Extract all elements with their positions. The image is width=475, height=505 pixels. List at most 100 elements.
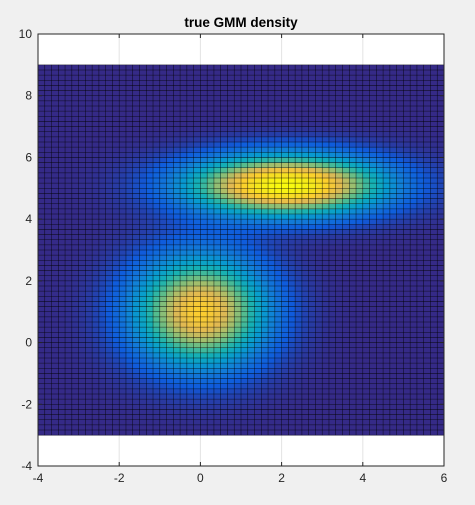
density-cell — [430, 363, 438, 369]
density-cell — [132, 80, 140, 86]
density-cell — [78, 178, 86, 184]
density-cell — [241, 409, 249, 415]
density-cell — [234, 75, 242, 81]
density-cell — [403, 198, 411, 205]
density-cell — [38, 90, 46, 97]
density-cell — [65, 147, 73, 153]
density-cell — [389, 286, 397, 292]
density-cell — [403, 337, 411, 343]
density-cell — [416, 106, 424, 112]
density-cell — [213, 322, 221, 328]
density-cell — [430, 219, 438, 225]
density-cell — [159, 388, 167, 395]
density-cell — [342, 106, 350, 112]
density-cell — [396, 85, 404, 91]
density-cell — [125, 399, 134, 405]
density-cell — [437, 286, 445, 292]
density-cell — [274, 224, 282, 230]
density-cell — [349, 172, 357, 179]
density-cell — [112, 147, 120, 153]
density-cell — [132, 178, 140, 184]
density-cell — [119, 424, 127, 431]
density-cell — [44, 244, 52, 251]
density-cell — [328, 347, 337, 354]
density-cell — [234, 311, 242, 318]
density-cell — [308, 100, 316, 107]
density-cell — [274, 203, 282, 210]
density-cell — [65, 172, 73, 179]
density-cell — [98, 85, 106, 91]
density-cell — [92, 394, 100, 400]
density-cell — [301, 188, 309, 194]
density-cell — [247, 80, 255, 86]
density-cell — [416, 167, 424, 174]
density-cell — [430, 193, 438, 199]
density-cell — [193, 70, 201, 76]
density-cell — [234, 291, 242, 297]
density-cell — [389, 126, 397, 133]
density-cell — [58, 70, 66, 76]
density-cell — [247, 342, 255, 349]
density-cell — [58, 296, 66, 302]
density-cell — [268, 337, 276, 343]
density-cell — [78, 142, 86, 148]
density-cell — [51, 291, 59, 297]
density-cell — [98, 388, 106, 395]
density-cell — [65, 399, 73, 405]
density-cell — [125, 244, 134, 251]
density-cell — [301, 208, 309, 215]
density-cell — [51, 352, 59, 359]
density-cell — [234, 419, 242, 426]
density-cell — [173, 70, 181, 76]
density-cell — [335, 301, 343, 307]
density-cell — [146, 301, 154, 307]
density-cell — [315, 188, 323, 194]
density-cell — [159, 363, 167, 369]
density-cell — [403, 106, 411, 112]
density-cell — [328, 286, 337, 292]
density-cell — [207, 70, 215, 76]
density-cell — [98, 152, 106, 158]
density-cell — [112, 316, 120, 323]
density-cell — [356, 224, 364, 230]
density-cell — [335, 95, 343, 102]
density-cell — [416, 358, 424, 364]
density-cell — [376, 368, 384, 374]
density-cell — [112, 152, 120, 158]
density-cell — [200, 342, 208, 349]
density-cell — [261, 193, 269, 199]
density-cell — [132, 157, 140, 163]
density-cell — [166, 208, 174, 215]
density-cell — [430, 280, 438, 287]
density-cell — [403, 394, 411, 400]
density-cell — [437, 373, 445, 379]
density-cell — [403, 224, 411, 230]
density-cell — [383, 414, 391, 421]
density-cell — [159, 286, 167, 292]
density-cell — [410, 152, 418, 158]
density-cell — [376, 142, 384, 148]
density-cell — [423, 106, 431, 112]
density-cell — [416, 64, 424, 71]
density-cell — [268, 265, 276, 271]
density-cell — [92, 172, 100, 179]
density-cell — [166, 291, 174, 297]
density-cell — [261, 399, 269, 405]
density-cell — [369, 399, 377, 405]
density-cell — [186, 106, 194, 112]
density-cell — [335, 332, 343, 338]
density-cell — [315, 327, 323, 333]
density-cell — [369, 136, 377, 143]
density-cell — [180, 265, 188, 271]
density-cell — [261, 275, 269, 282]
density-cell — [159, 378, 167, 385]
density-cell — [288, 75, 296, 81]
density-cell — [423, 64, 431, 71]
density-cell — [288, 147, 296, 153]
density-cell — [342, 311, 350, 318]
density-cell — [220, 70, 228, 76]
density-cell — [301, 229, 309, 235]
density-cell — [328, 275, 337, 282]
density-cell — [383, 306, 391, 313]
density-cell — [125, 342, 134, 349]
